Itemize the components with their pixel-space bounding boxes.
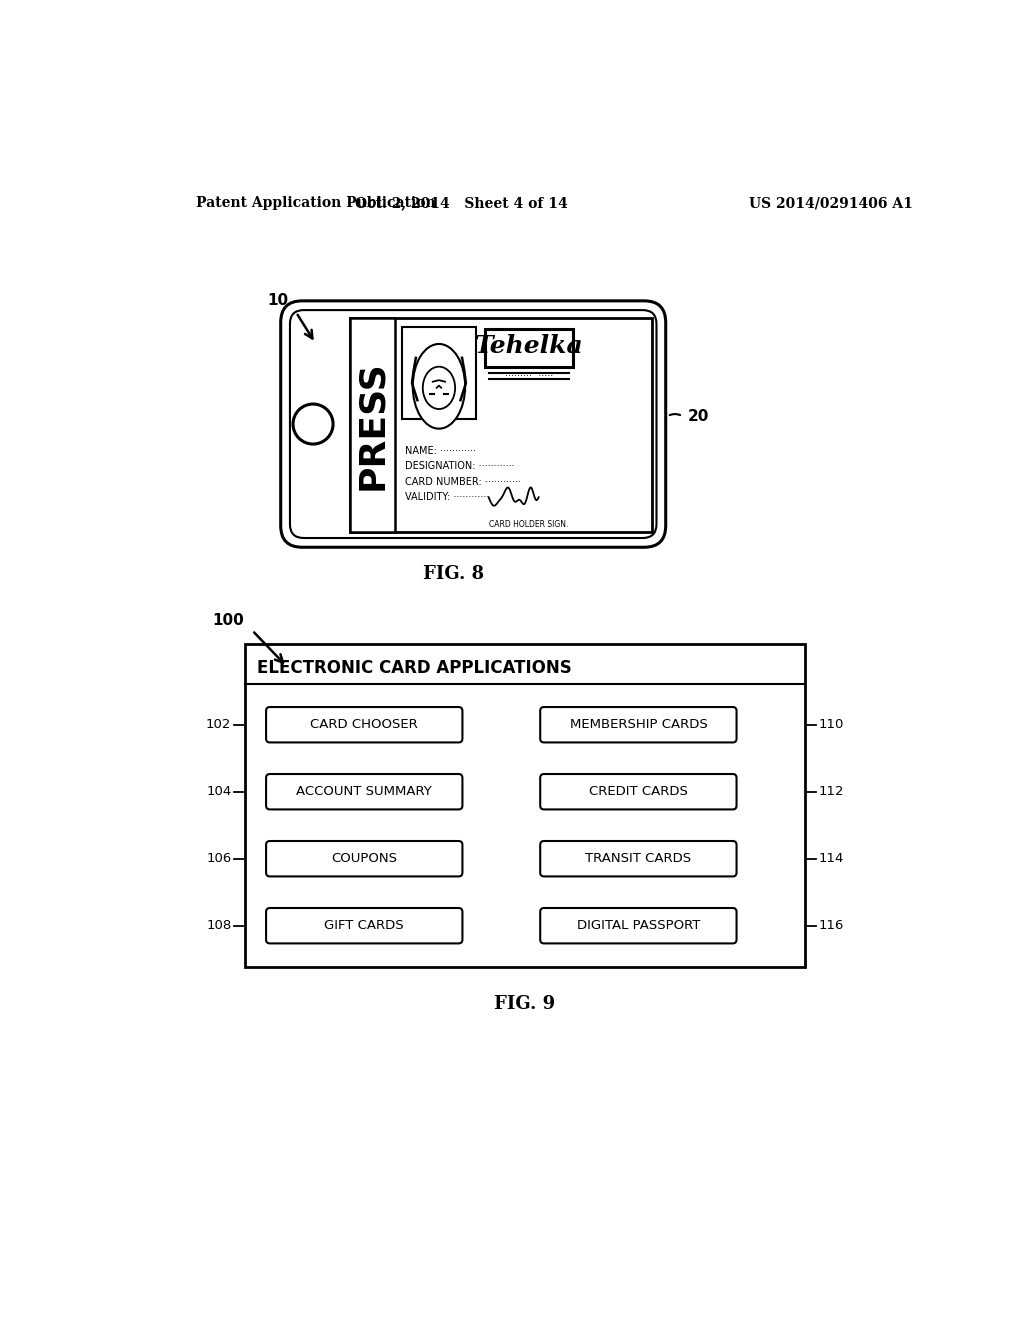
Text: US 2014/0291406 A1: US 2014/0291406 A1 xyxy=(750,197,913,210)
Bar xyxy=(245,644,805,966)
FancyBboxPatch shape xyxy=(266,908,463,944)
FancyBboxPatch shape xyxy=(266,774,463,809)
Text: 20: 20 xyxy=(687,409,709,424)
Text: FIG. 8: FIG. 8 xyxy=(423,565,484,583)
Ellipse shape xyxy=(423,367,455,409)
Text: VALIDITY: ············: VALIDITY: ············ xyxy=(406,492,489,502)
Bar xyxy=(350,318,394,532)
Text: 114: 114 xyxy=(818,853,844,865)
Text: 110: 110 xyxy=(818,718,844,731)
Text: GIFT CARDS: GIFT CARDS xyxy=(325,919,404,932)
Ellipse shape xyxy=(413,345,465,429)
Text: 106: 106 xyxy=(206,853,231,865)
Text: MEMBERSHIP CARDS: MEMBERSHIP CARDS xyxy=(569,718,708,731)
Text: CARD NUMBER: ············: CARD NUMBER: ············ xyxy=(406,477,521,487)
Text: FIG. 9: FIG. 9 xyxy=(495,995,555,1012)
Text: 104: 104 xyxy=(206,785,231,799)
Text: 116: 116 xyxy=(818,919,844,932)
Text: 10: 10 xyxy=(267,293,289,309)
Text: NAME: ············: NAME: ············ xyxy=(406,446,476,455)
Text: Patent Application Publication: Patent Application Publication xyxy=(196,197,435,210)
FancyBboxPatch shape xyxy=(266,841,463,876)
Text: DIGITAL PASSPORT: DIGITAL PASSPORT xyxy=(577,919,700,932)
Bar xyxy=(484,329,573,367)
Text: Tehelka: Tehelka xyxy=(475,334,584,358)
Text: ·········  ·····: ········· ····· xyxy=(505,371,553,381)
Text: CREDIT CARDS: CREDIT CARDS xyxy=(589,785,688,799)
Bar xyxy=(350,318,652,532)
Text: Oct. 2, 2014   Sheet 4 of 14: Oct. 2, 2014 Sheet 4 of 14 xyxy=(355,197,568,210)
Text: TRANSIT CARDS: TRANSIT CARDS xyxy=(586,853,691,865)
Text: CARD HOLDER SIGN.: CARD HOLDER SIGN. xyxy=(489,520,568,528)
Text: COUPONS: COUPONS xyxy=(331,853,397,865)
Text: 102: 102 xyxy=(206,718,231,731)
Text: PRESS: PRESS xyxy=(355,360,389,490)
Text: ELECTRONIC CARD APPLICATIONS: ELECTRONIC CARD APPLICATIONS xyxy=(257,659,571,677)
FancyBboxPatch shape xyxy=(281,301,666,548)
Text: 108: 108 xyxy=(206,919,231,932)
Text: DESIGNATION: ············: DESIGNATION: ············ xyxy=(406,462,515,471)
FancyBboxPatch shape xyxy=(541,908,736,944)
Bar xyxy=(402,327,475,420)
FancyBboxPatch shape xyxy=(541,708,736,742)
Text: ACCOUNT SUMMARY: ACCOUNT SUMMARY xyxy=(296,785,432,799)
FancyBboxPatch shape xyxy=(541,841,736,876)
Text: CARD CHOOSER: CARD CHOOSER xyxy=(310,718,418,731)
FancyBboxPatch shape xyxy=(266,708,463,742)
Text: 112: 112 xyxy=(818,785,844,799)
FancyBboxPatch shape xyxy=(290,310,656,539)
Text: 100: 100 xyxy=(213,612,245,628)
FancyBboxPatch shape xyxy=(541,774,736,809)
